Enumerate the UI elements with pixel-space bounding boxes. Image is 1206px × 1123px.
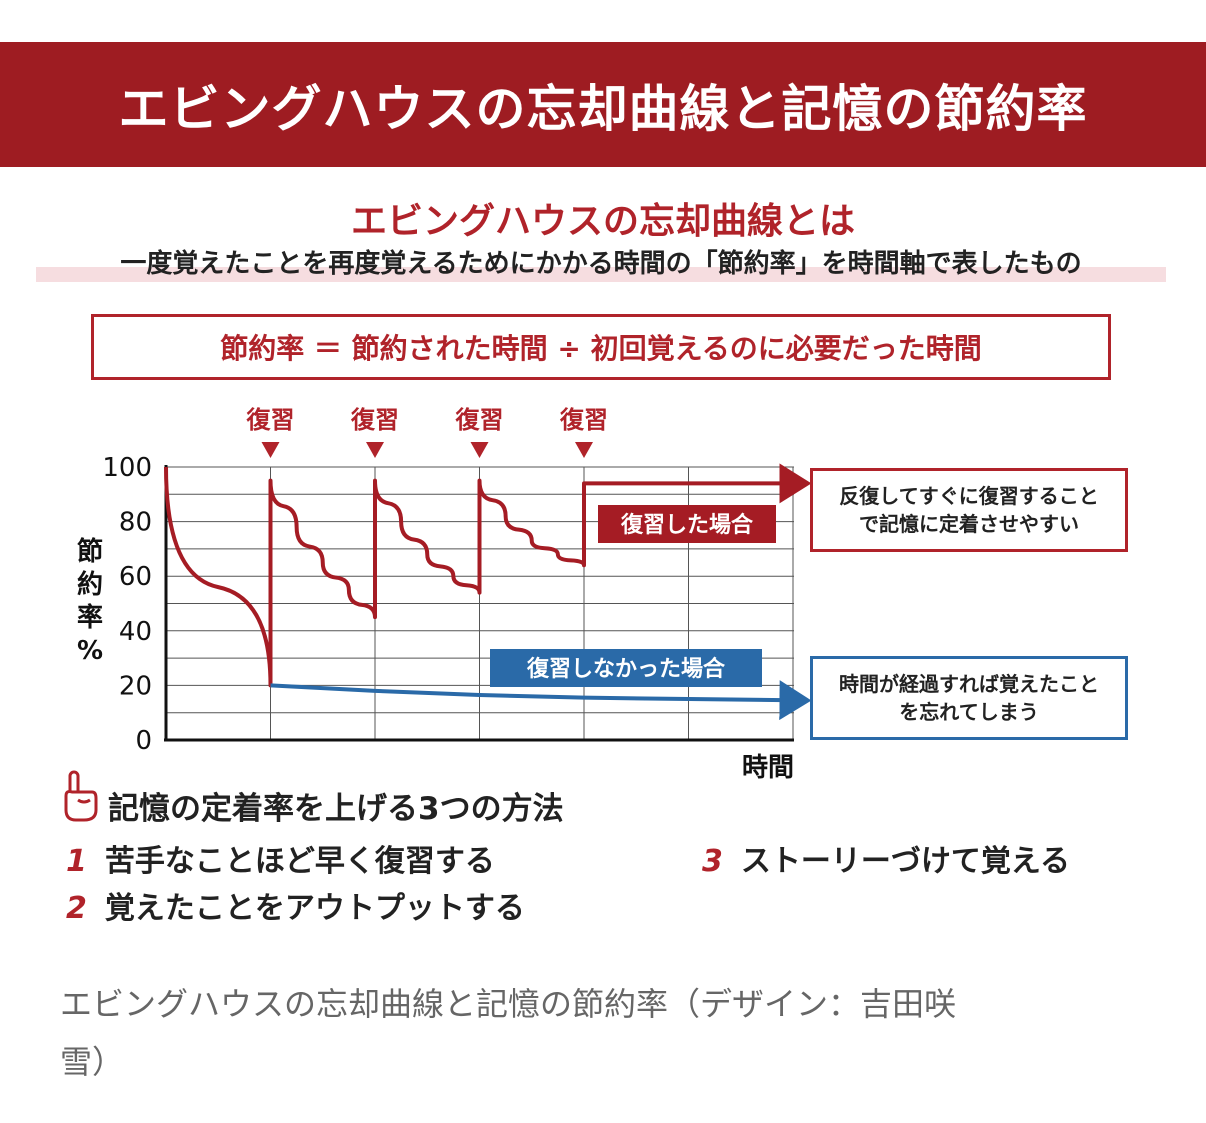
y-tick-label: 100 xyxy=(102,453,152,483)
series-label-reviewed-bg xyxy=(598,505,776,543)
y-axis-label-char: 率 xyxy=(77,602,103,633)
caption-line-2: 雪） xyxy=(60,1043,125,1081)
tip-2: 2 覚えたことをアウトプットする xyxy=(66,883,525,927)
series-label-not-reviewed: 復習しなかった場合 xyxy=(526,656,726,682)
x-axis-label: 時間 xyxy=(742,753,794,783)
callout-reviewed: 反復してすぐに復習すること で記憶に定着させやすい xyxy=(810,468,1128,552)
y-tick-label: 0 xyxy=(135,726,152,756)
review-marker-label: 復習 xyxy=(559,406,608,434)
callout-not-reviewed-line2: を忘れてしまう xyxy=(899,700,1039,724)
forgetting-curve-chart: 100 80 60 40 20 0 節約率% 時間 復習 復習 復習 復習 復習した場合復習しなかっ… xyxy=(77,406,812,783)
chart-subtitle: エビングハウスの忘却曲線とは xyxy=(350,201,855,242)
y-axis-label-char: 約 xyxy=(77,569,103,600)
review-marker-arrow xyxy=(470,442,489,458)
pointing-hand-icon xyxy=(64,770,98,822)
tip-3: 3 ストーリーづけて覚える xyxy=(702,836,1070,880)
tip-1: 1 苦手なことほど早く復習する xyxy=(66,836,495,880)
y-axis-label-char: 節 xyxy=(77,536,103,567)
series-label-reviewed: 復習した場合 xyxy=(620,512,754,538)
tip-2-text: 覚えたことをアウトプットする xyxy=(104,891,525,926)
tip-3-text: ストーリーづけて覚える xyxy=(740,844,1070,879)
callout-reviewed-line1: 反復してすぐに復習すること xyxy=(839,484,1099,508)
review-marker-arrow xyxy=(366,442,384,458)
series-label-not-reviewed-bg xyxy=(490,649,762,687)
y-tick-label: 40 xyxy=(119,617,152,647)
tip-1-number: 1 xyxy=(66,844,87,879)
review-marker-arrow xyxy=(261,442,280,458)
tips-title: 記憶の定着率を上げる3つの方法 xyxy=(108,791,564,827)
series-line-reviewed xyxy=(164,463,812,688)
tip-1-text: 苦手なことほど早く復習する xyxy=(104,844,495,879)
title-banner: エビングハウスの忘却曲線と記憶の節約率 xyxy=(0,42,1206,167)
chart-description: 一度覚えたことを再度覚えるためにかかる時間の「節約率」を時間軸で表したもの xyxy=(36,243,1166,282)
caption-line-1: エビングハウスの忘却曲線と記憶の節約率（デザイン：吉田咲 xyxy=(60,985,957,1023)
y-tick-label: 80 xyxy=(119,508,152,538)
series-line-not-reviewed xyxy=(270,680,812,721)
review-marker-arrow xyxy=(575,442,593,458)
tip-3-number: 3 xyxy=(702,844,723,879)
formula-box: 節約率 ＝ 節約された時間 ÷ 初回覚えるのに必要だった時間 xyxy=(91,314,1111,380)
banner-title: エビングハウスの忘却曲線と記憶の節約率 xyxy=(118,79,1088,138)
review-marker-label: 復習 xyxy=(455,406,504,434)
callout-not-reviewed-line1: 時間が経過すれば覚えたこと xyxy=(839,672,1099,696)
y-tick-label: 20 xyxy=(119,671,152,701)
image-caption: エビングハウスの忘却曲線と記憶の節約率（デザイン：吉田咲 雪） xyxy=(60,975,1150,1091)
callout-not-reviewed: 時間が経過すれば覚えたこと を忘れてしまう xyxy=(810,656,1128,740)
callout-reviewed-line2: で記憶に定着させやすい xyxy=(859,512,1079,536)
y-axis-label-char: % xyxy=(77,636,103,666)
review-marker-label: 復習 xyxy=(350,406,399,434)
review-marker-label: 復習 xyxy=(246,406,295,434)
formula-text: 節約率 ＝ 節約された時間 ÷ 初回覚えるのに必要だった時間 xyxy=(220,332,982,365)
tip-2-number: 2 xyxy=(66,891,87,926)
y-tick-label: 60 xyxy=(119,562,152,592)
